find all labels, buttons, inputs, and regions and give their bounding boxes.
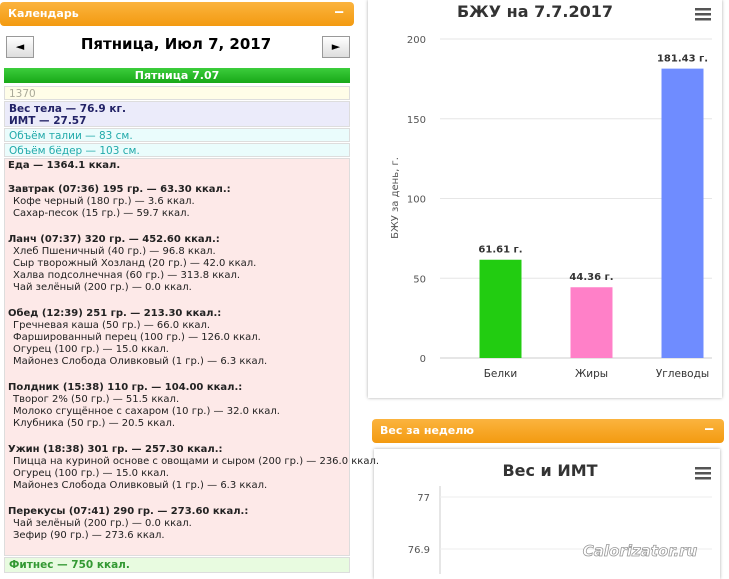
y-tick-label: 150	[407, 115, 426, 126]
value-label: 181.43 г.	[657, 54, 708, 65]
fitness: Фитнес — 750 ккал.	[4, 557, 350, 573]
meal-title: Полдник (15:38) 110 гр. — 104.00 ккал.:	[8, 382, 243, 393]
hips: Объём бёдер — 103 см.	[4, 143, 350, 157]
bmi: ИМТ — 27.57	[9, 115, 87, 127]
menu-icon	[695, 467, 711, 470]
meal-item: Майонез Слобода Оливковый (1 гр.) — 6.3 …	[13, 480, 268, 491]
y-tick-label: 0	[420, 354, 426, 365]
meal-item: Гречневая каша (50 гр.) — 66.0 ккал.	[13, 320, 211, 331]
meal-title: Ужин (18:38) 301 гр. — 257.30 ккал.:	[8, 444, 223, 455]
meal-item: Кофе черный (180 гр.) — 3.6 ккал.	[13, 196, 195, 207]
menu-icon	[695, 472, 711, 475]
prev-button[interactable]: ◄	[6, 36, 34, 58]
meal-item: Чай зелёный (200 гр.) — 0.0 ккал.	[13, 518, 192, 529]
food-block: Еда — 1364.1 ккал. Завтрак (07:36) 195 гр…	[4, 158, 379, 556]
value-label: 44.36 г.	[569, 272, 613, 283]
weight-block: Вес тела — 76.9 кг. ИМТ — 27.57	[4, 101, 350, 127]
meal-item: Фаршированный перец (100 гр.) — 126.0 кк…	[13, 332, 261, 343]
meal-item: Чай зелёный (200 гр.) — 0.0 ккал.	[13, 282, 192, 293]
date: Пятница, Июл 7, 2017	[80, 35, 272, 53]
note: 1370	[4, 86, 350, 100]
x-tick-label: Углеводы	[656, 368, 709, 380]
x-tick-label: Жиры	[575, 368, 608, 380]
meal-item: Огурец (100 гр.) — 15.0 ккал.	[13, 344, 169, 355]
meal-title: Обед (12:39) 251 гр. — 213.30 ккал.:	[8, 308, 222, 319]
y-tick-label: 76.9	[408, 545, 430, 556]
y-tick-label: 50	[413, 274, 426, 285]
meal-item: Молоко сгущённое с сахаром (10 гр.) — 32…	[13, 406, 280, 417]
meal-item: Клубника (50 гр.) — 20.5 ккал.	[13, 418, 176, 429]
food-total: Еда — 1364.1 ккал.	[8, 160, 121, 171]
meal-item: Сахар-песок (15 гр.) — 59.7 ккал.	[13, 208, 190, 219]
menu-icon	[695, 477, 711, 480]
menu-icon	[695, 8, 711, 11]
meal-title: Завтрак (07:36) 195 гр. — 63.30 ккал.:	[8, 184, 231, 195]
bar	[479, 259, 522, 358]
meal-item: Зефир (90 гр.) — 273.6 ккал.	[13, 530, 165, 541]
meal-item: Хлеб Пшеничный (40 гр.) — 96.8 ккал.	[13, 246, 216, 257]
value-label: 61.61 г.	[478, 245, 522, 256]
menu-icon	[695, 13, 711, 16]
y-axis-label: БЖУ за день, г.	[390, 157, 401, 239]
y-tick-label: 77	[417, 493, 430, 504]
minimize[interactable]: ‒	[334, 4, 344, 20]
chart-title: БЖУ на 7.7.2017	[457, 2, 613, 21]
meal-title: Перекусы (07:41) 290 гр. — 273.60 ккал.:	[8, 506, 249, 517]
weight: Вес тела — 76.9 кг.	[9, 103, 126, 115]
day-bar: Пятница 7.07	[4, 68, 350, 83]
chart-title: Вес и ИМТ	[502, 461, 597, 480]
meal-item: Майонез Слобода Оливковый (1 гр.) — 6.3 …	[13, 356, 268, 367]
meal-item: Халва подсолнечная (60 гр.) — 313.8 ккал…	[13, 270, 241, 281]
meal-item: Огурец (100 гр.) — 15.0 ккал.	[13, 468, 169, 479]
x-tick-label: Белки	[484, 368, 518, 380]
bar	[661, 68, 704, 359]
minimize[interactable]: ‒	[704, 421, 714, 437]
waist: Объём талии — 83 см.	[4, 128, 350, 142]
calendar-header[interactable]: Календарь ‒	[0, 2, 354, 26]
bar	[570, 287, 613, 358]
meal-title: Ланч (07:37) 320 гр. — 452.60 ккал.:	[8, 234, 220, 245]
meal-item: Пицца на куриной основе с овощами и сыро…	[13, 456, 380, 467]
next-button[interactable]: ►	[322, 36, 350, 58]
menu-icon	[695, 18, 711, 21]
meal-item: Творог 2% (50 гр.) — 51.5 ккал.	[13, 394, 180, 405]
watermark: Calorizator.ru	[583, 542, 698, 560]
header-text: Календарь	[8, 7, 79, 20]
meal-item: Сыр творожный Хозланд (20 гр.) — 42.0 кк…	[13, 258, 257, 269]
y-tick-label: 100	[407, 195, 426, 206]
header-text: Вес за неделю	[380, 424, 474, 437]
y-tick-label: 200	[407, 35, 426, 46]
weekly-header[interactable]: Вес за неделю ‒	[372, 419, 724, 443]
